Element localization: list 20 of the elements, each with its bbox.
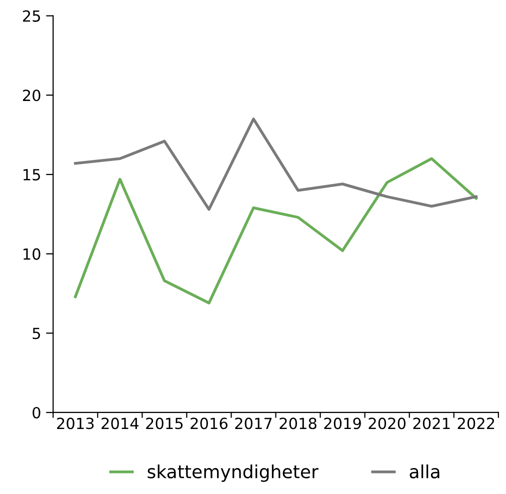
y-tick-label: 25 — [23, 10, 40, 22]
x-tick-label: 2015 — [146, 418, 183, 430]
x-tick-label: 2019 — [324, 418, 361, 430]
y-tick-label: 10 — [24, 248, 40, 260]
x-tick-label: 2021 — [413, 418, 450, 430]
x-tick-label: 2017 — [235, 418, 272, 430]
y-tick-label: 5 — [32, 328, 40, 340]
x-tick-label: 2014 — [102, 418, 139, 430]
y-tick-label: 0 — [32, 406, 40, 419]
y-tick-label: 20 — [23, 90, 40, 102]
y-tick-label: 15 — [24, 169, 40, 180]
x-tick-label: 2022 — [458, 418, 494, 430]
legend-label: alla — [410, 464, 440, 478]
x-tick-label: 2013 — [57, 418, 94, 430]
line-series — [74, 118, 478, 211]
x-tick-label: 2018 — [280, 418, 316, 430]
line-series — [74, 157, 478, 304]
legend-label: skattemyndigheter — [148, 464, 318, 482]
x-tick-label: 2016 — [190, 418, 228, 430]
x-tick-label: 2020 — [368, 418, 406, 430]
